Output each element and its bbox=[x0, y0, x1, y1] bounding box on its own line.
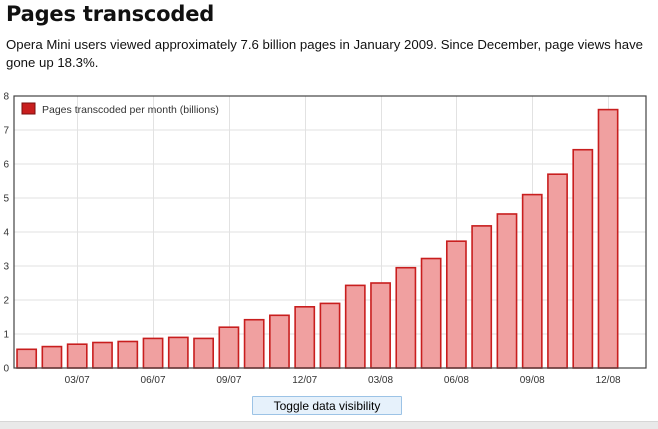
bar bbox=[344, 284, 366, 369]
legend-label: Pages transcoded per month (billions) bbox=[42, 104, 219, 116]
bar bbox=[16, 348, 38, 369]
page-title: Pages transcoded bbox=[6, 2, 215, 26]
toggle-data-visibility-button[interactable]: Toggle data visibility bbox=[252, 396, 402, 415]
y-tick-label: 3 bbox=[3, 262, 9, 273]
bar bbox=[167, 336, 189, 369]
bar bbox=[420, 257, 442, 369]
bar bbox=[572, 148, 594, 369]
bar bbox=[319, 302, 341, 369]
x-tick-label: 09/08 bbox=[520, 375, 545, 386]
bar bbox=[496, 213, 518, 369]
chart-description: Opera Mini users viewed approximately 7.… bbox=[6, 37, 644, 70]
bar bbox=[471, 225, 493, 369]
x-tick-label: 03/08 bbox=[368, 375, 393, 386]
bar bbox=[66, 343, 88, 369]
y-tick-label: 0 bbox=[3, 364, 9, 375]
bar bbox=[597, 108, 619, 369]
y-tick-label: 5 bbox=[3, 194, 9, 205]
x-tick-label: 12/07 bbox=[292, 375, 317, 386]
bar bbox=[395, 266, 417, 369]
bar bbox=[117, 340, 139, 369]
bar bbox=[193, 337, 215, 369]
x-tick-label: 12/08 bbox=[596, 375, 621, 386]
bar bbox=[445, 240, 467, 369]
x-tick-label: 06/07 bbox=[141, 375, 166, 386]
y-tick-label: 6 bbox=[3, 160, 9, 171]
y-tick-label: 1 bbox=[3, 330, 9, 341]
legend-swatch bbox=[21, 102, 36, 115]
x-tick-label: 03/07 bbox=[65, 375, 90, 386]
y-tick-label: 7 bbox=[3, 126, 9, 137]
window-bottom-strip bbox=[0, 421, 658, 429]
bar bbox=[218, 326, 240, 369]
y-tick-label: 2 bbox=[3, 296, 9, 307]
bar bbox=[370, 282, 391, 369]
bar bbox=[294, 306, 316, 369]
bar bbox=[521, 193, 543, 369]
plot-frame bbox=[13, 95, 647, 369]
bar bbox=[243, 318, 265, 369]
bar bbox=[142, 337, 164, 369]
bar bbox=[92, 341, 113, 369]
x-tick-label: 06/08 bbox=[444, 375, 469, 386]
bar bbox=[547, 173, 568, 369]
bar-chart: 0 1 2 3 4 5 6 7 8 03/07 06/07 09/07 12/07 03/08 06/08 0… bbox=[3, 92, 647, 386]
bar bbox=[269, 314, 290, 369]
bar bbox=[41, 345, 63, 369]
y-tick-label: 4 bbox=[3, 228, 9, 239]
x-tick-label: 09/07 bbox=[216, 375, 241, 386]
y-tick-label: 8 bbox=[3, 92, 9, 103]
